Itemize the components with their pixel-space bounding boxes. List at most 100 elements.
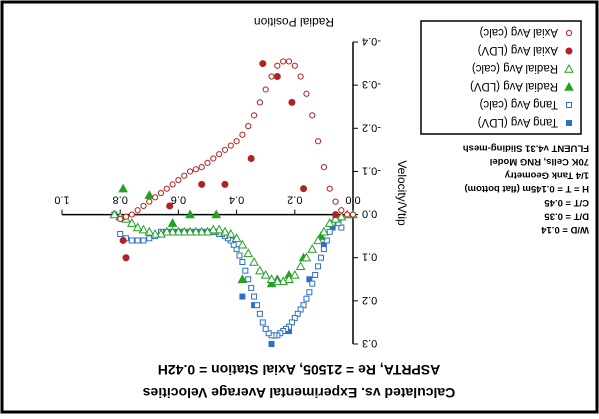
data-point [122, 254, 130, 262]
data-point [285, 58, 293, 65]
data-point [211, 209, 222, 219]
data-point [161, 226, 172, 236]
y-tick-label: 0.2 [362, 294, 377, 306]
legend-marker [566, 102, 572, 108]
data-point [167, 226, 178, 236]
data-point [242, 267, 249, 274]
data-point [128, 211, 135, 218]
data-point [239, 131, 246, 138]
data-point [239, 259, 246, 266]
data-point [307, 244, 318, 253]
data-point [317, 254, 324, 261]
data-point [122, 213, 130, 220]
data-point [185, 226, 195, 236]
legend: Tang Avg (LDV) Tang Avg (calc) Radial Avg … [420, 20, 582, 135]
y-tick-label: 0.1 [362, 251, 377, 263]
data-point [175, 176, 182, 184]
data-point [268, 73, 275, 80]
data-point [221, 180, 229, 188]
data-point [251, 293, 258, 300]
data-point [227, 142, 234, 149]
data-point [132, 222, 143, 232]
data-point [332, 211, 340, 219]
data-point [128, 237, 135, 244]
x-tick-label: 0.4 [229, 194, 244, 206]
data-point [324, 218, 335, 227]
annotation-line: D/T = 0.35 [544, 210, 589, 221]
data-point [273, 73, 281, 81]
legend-marker [564, 63, 574, 73]
data-point [338, 207, 345, 214]
data-point [274, 62, 281, 69]
data-point [266, 274, 277, 283]
data-point [144, 190, 155, 199]
data-point [268, 341, 275, 347]
y-ticks: -0.4 -0.3 -0.2 -0.1 0.0 0.1 0.2 0.3 [353, 35, 381, 349]
data-point [126, 218, 137, 227]
data-point [303, 90, 310, 97]
data-point [245, 123, 252, 130]
chart-title: Calculated vs. Experimental Average Velo… [143, 385, 456, 401]
data-point [295, 261, 306, 271]
data-point [291, 62, 298, 69]
annotation-line: 1/4 Tank Geometry [504, 170, 589, 181]
data-point [289, 269, 300, 279]
data-point [117, 230, 124, 237]
data-point [256, 99, 263, 106]
annotation-line: H = T = 0.145m (flat bottom) [464, 183, 589, 194]
y-axis-label: Velocity/Vtip [395, 160, 409, 226]
data-point [214, 224, 224, 234]
data-point [198, 164, 205, 171]
data-point [320, 164, 327, 171]
data-point [344, 211, 351, 218]
x-axis-label: Radial Position [254, 15, 334, 29]
data-point [336, 211, 347, 221]
data-point [255, 265, 265, 275]
chart-subtitle: ASPRTA, Re = 21505, Axial Station = 0.42… [158, 362, 440, 378]
data-point [146, 198, 153, 205]
data-point [167, 218, 178, 227]
data-point [173, 226, 184, 236]
y-tick-label: -0.2 [362, 121, 381, 133]
x-ticks: 0.0 0.2 0.4 0.6 0.8 1.0 [54, 194, 361, 215]
data-point [237, 239, 248, 249]
legend-label: Tang Avg (calc) [479, 98, 558, 110]
data-point [248, 284, 255, 291]
data-point [243, 248, 254, 258]
data-point [312, 271, 319, 278]
data-point [326, 185, 333, 192]
data-point [247, 154, 255, 162]
data-point [309, 280, 316, 287]
legend-label: Tang Avg (LDV) [477, 116, 558, 128]
x-tick-label: 0.8 [113, 194, 128, 206]
data-point [231, 233, 242, 242]
data-point [157, 189, 165, 197]
data-point [208, 224, 219, 234]
annotation-line: W/D = 0.14 [541, 224, 589, 235]
data-point [284, 274, 294, 283]
legend-label: Radial Avg (LDV) [470, 80, 558, 92]
data-point [253, 302, 260, 309]
data-point [301, 252, 312, 262]
data-point [140, 237, 147, 244]
data-point [320, 246, 327, 253]
data-point [259, 319, 266, 326]
legend-label: Axial Avg (LDV) [478, 44, 558, 56]
data-point [196, 226, 207, 236]
data-point [288, 98, 296, 106]
data-point [146, 235, 153, 242]
legend-box [420, 20, 582, 135]
y-tick-label: -0.1 [362, 164, 381, 176]
data-point [326, 228, 333, 235]
plot-area: 0.00.20.40.60.81.0 -0.4-0.3-0.2-0.10.00.… [54, 35, 381, 349]
data-point [303, 295, 310, 302]
data-point [280, 58, 287, 65]
y-tick-label: -0.3 [362, 78, 381, 90]
legend-marker [566, 120, 572, 126]
data-point [233, 138, 240, 145]
data-point [319, 226, 329, 236]
data-point [313, 235, 323, 245]
annotation-block: W/D = 0.14 D/T = 0.35 C/T = 0.45 H = T = 0.… [463, 142, 589, 235]
data-point [306, 289, 313, 296]
